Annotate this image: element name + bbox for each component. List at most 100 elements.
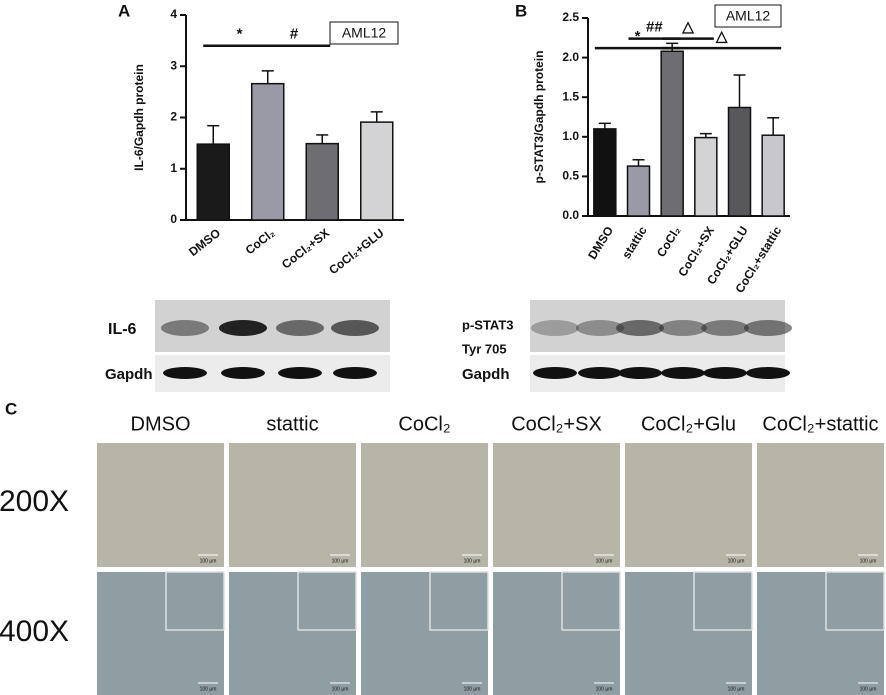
scale-label: 100 μm — [860, 558, 877, 564]
blot-band — [531, 320, 579, 336]
micrograph — [361, 443, 488, 567]
x-tick-label: DMSO — [186, 226, 223, 259]
micrograph — [493, 572, 620, 695]
y-tick-label: 2 — [170, 110, 177, 124]
micrograph — [757, 572, 884, 695]
blot-control-label: Gapdh — [462, 366, 510, 383]
micrograph — [361, 572, 488, 695]
bar — [727, 106, 752, 217]
x-tick-label: stattic — [619, 224, 650, 262]
scale-label: 100 μm — [728, 558, 745, 564]
y-tick-label: 0 — [170, 212, 177, 226]
x-tick-label: CoCl₂+GLU — [326, 226, 386, 277]
micrograph-inset — [693, 571, 753, 631]
bar — [660, 50, 684, 217]
blot-band — [659, 320, 707, 336]
blot-band — [331, 320, 379, 336]
blot-band — [221, 367, 265, 379]
y-axis-label: p-STAT3/Gapdh protein — [532, 51, 546, 184]
bar — [593, 128, 617, 217]
y-tick-label: 1.5 — [562, 89, 579, 103]
micrograph — [229, 572, 356, 695]
significance-mark: * — [635, 28, 641, 45]
scale-label: 100 μm — [200, 686, 217, 692]
scale-label: 100 μm — [596, 558, 613, 564]
row-label: 400X — [0, 615, 69, 648]
micrograph-inset — [561, 571, 621, 631]
legend-box-label: AML12 — [726, 8, 771, 24]
bar — [196, 143, 230, 221]
column-label: CoCl₂ — [398, 413, 450, 435]
column-label: CoCl₂+Glu — [641, 413, 736, 435]
micrograph — [757, 443, 884, 567]
blot-band — [578, 367, 622, 379]
legend-box-label: AML12 — [342, 25, 387, 41]
panel-label: B — [515, 1, 527, 20]
row-label: 200X — [0, 485, 69, 518]
scale-label: 100 μm — [728, 686, 745, 692]
x-tick-label: CoCl₂ — [243, 226, 278, 258]
blot-band — [744, 320, 792, 336]
bar — [626, 165, 651, 217]
significance-mark: △ — [715, 28, 728, 45]
scale-label: 100 μm — [464, 686, 481, 692]
y-tick-label: 3 — [170, 58, 177, 72]
scale-label: 100 μm — [332, 558, 349, 564]
scale-label: 100 μm — [860, 686, 877, 692]
blot-target-label: Tyr 705 — [462, 341, 507, 356]
blot-band — [616, 320, 664, 336]
blot-band — [333, 367, 377, 379]
blot-target-label: p-STAT3 — [462, 317, 514, 332]
blot-control-label: Gapdh — [105, 366, 153, 383]
micrograph — [625, 443, 752, 567]
blot-band — [703, 367, 747, 379]
bar — [305, 142, 339, 221]
micrograph — [493, 443, 620, 567]
blot-band — [278, 367, 322, 379]
blot-band — [533, 367, 577, 379]
bar — [251, 82, 285, 221]
legend-box — [329, 21, 399, 45]
micrograph-inset — [165, 571, 225, 631]
blot-target-label: IL-6 — [108, 321, 137, 338]
y-tick-label: 4 — [170, 7, 177, 21]
blot-band — [701, 320, 749, 336]
panel-label: C — [5, 399, 17, 418]
y-tick-label: 0.0 — [562, 208, 579, 222]
x-tick-label: CoCl₂+SX — [279, 226, 332, 272]
blot-band — [618, 367, 662, 379]
bar — [694, 136, 718, 217]
column-label: CoCl₂+stattic — [762, 413, 878, 435]
blot-band — [276, 320, 324, 336]
y-tick-label: 1.0 — [562, 129, 579, 143]
y-tick-label: 2.5 — [562, 10, 579, 24]
column-label: stattic — [266, 413, 318, 435]
bar — [360, 121, 394, 221]
x-tick-label: DMSO — [585, 224, 616, 262]
significance-mark: * — [237, 26, 243, 43]
micrograph — [229, 443, 356, 567]
scale-label: 100 μm — [464, 558, 481, 564]
scale-label: 100 μm — [596, 686, 613, 692]
scale-label: 100 μm — [200, 558, 217, 564]
micrograph-inset — [297, 571, 357, 631]
blot-band — [163, 367, 207, 379]
significance-mark: ## — [646, 19, 663, 36]
column-label: DMSO — [131, 413, 191, 435]
micrograph-inset — [429, 571, 489, 631]
y-tick-label: 2.0 — [562, 50, 579, 64]
blot-band — [576, 320, 624, 336]
y-tick-label: 0.5 — [562, 169, 579, 183]
significance-mark: △ — [681, 19, 694, 36]
x-tick-label: CoCl₂ — [654, 224, 684, 260]
micrograph — [97, 443, 224, 567]
panel-label: A — [118, 1, 130, 20]
bar — [761, 134, 785, 217]
scale-label: 100 μm — [332, 686, 349, 692]
micrograph — [625, 572, 752, 695]
legend-box — [714, 4, 782, 28]
blot-band — [219, 320, 267, 336]
y-axis-label: IL-6/Gapdh protein — [132, 64, 146, 171]
blot-band — [661, 367, 705, 379]
